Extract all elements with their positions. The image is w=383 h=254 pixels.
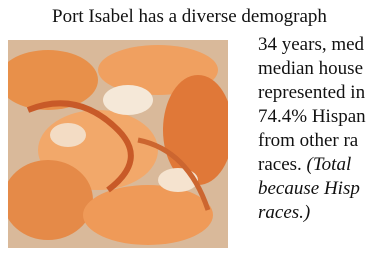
text-line: 74.4% Hispan	[258, 105, 366, 129]
text-line: races.)	[258, 201, 366, 225]
text-line: median house	[258, 57, 366, 81]
page: Port Isabel has a diverse demograph 34 y…	[0, 0, 383, 254]
note: because Hisp	[258, 178, 360, 199]
note: (Total	[307, 154, 352, 175]
text-line: 34 years, med	[258, 33, 366, 57]
text-line: races. (Total	[258, 153, 366, 177]
text-line: represented in	[258, 81, 366, 105]
note: races.)	[258, 202, 310, 223]
text-line: Port Isabel has a diverse demograph	[52, 6, 327, 28]
shrimp-photo	[8, 40, 228, 248]
text: races.	[258, 154, 302, 175]
text-column: 34 years, med median house represented i…	[258, 33, 366, 225]
text-line: from other ra	[258, 129, 366, 153]
text-line: because Hisp	[258, 177, 366, 201]
